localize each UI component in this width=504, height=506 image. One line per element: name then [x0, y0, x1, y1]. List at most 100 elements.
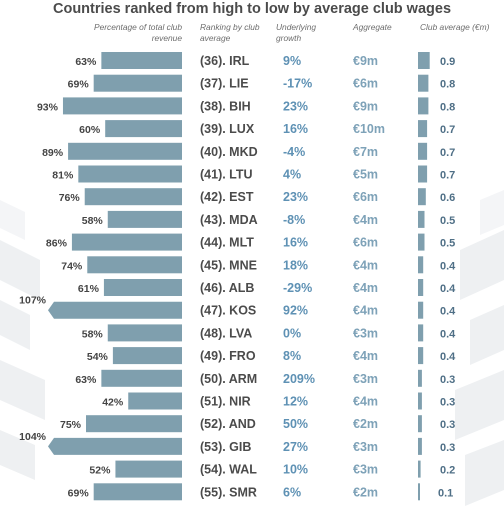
avg-label: 0.4: [440, 351, 456, 363]
pct-label: 93%: [37, 101, 59, 113]
pct-label: 86%: [46, 238, 68, 250]
avg-label: 0.3: [440, 419, 455, 431]
country-rank-label: (45). MNE: [200, 258, 257, 272]
growth-value: 16%: [283, 236, 308, 250]
country-rank-label: (41). LTU: [200, 168, 253, 182]
aggregate-value: €6m: [353, 77, 378, 91]
pct-bar: [101, 369, 182, 387]
avg-bar: [418, 460, 421, 478]
country-rank-label: (44). MLT: [200, 236, 254, 250]
country-rank-label: (54). WAL: [200, 463, 257, 477]
avg-label: 0.3: [440, 374, 455, 386]
growth-value: 12%: [283, 395, 308, 409]
growth-value: 92%: [283, 304, 308, 318]
pct-label: 75%: [60, 419, 82, 431]
growth-value: 8%: [283, 349, 301, 363]
growth-value: 4%: [283, 168, 301, 182]
aggregate-value: €4m: [353, 349, 378, 363]
pct-label: 69%: [68, 79, 90, 91]
country-rank-label: (50). ARM: [200, 372, 257, 386]
header-avg: Club average (€m): [420, 22, 490, 32]
avg-bar: [418, 256, 424, 274]
pct-label: 81%: [52, 170, 74, 182]
pct-bar: [107, 324, 182, 342]
pct-bar: [128, 392, 182, 410]
growth-value: 6%: [283, 485, 301, 499]
aggregate-value: €6m: [353, 190, 378, 204]
pct-label: 58%: [82, 328, 104, 340]
pct-label: 54%: [87, 351, 109, 363]
pct-label: 42%: [102, 397, 124, 409]
avg-label: 0.5: [440, 215, 455, 227]
growth-value: 18%: [283, 258, 308, 272]
avg-bar: [418, 369, 422, 387]
country-rank-label: (37). LIE: [200, 77, 249, 91]
avg-label: 0.2: [440, 465, 455, 477]
pct-label: 74%: [61, 260, 83, 272]
pct-bar: [48, 301, 182, 319]
aggregate-value: €10m: [353, 122, 385, 136]
aggregate-value: €9m: [353, 99, 378, 113]
aggregate-value: €4m: [353, 304, 378, 318]
pct-bar: [93, 483, 182, 501]
avg-label: 0.5: [440, 238, 455, 250]
avg-bar: [418, 165, 428, 183]
pct-label: 61%: [78, 283, 100, 295]
growth-value: 27%: [283, 440, 308, 454]
pct-bar: [93, 74, 182, 92]
country-rank-label: (47). KOS: [200, 304, 256, 318]
country-rank-label: (53). GIB: [200, 440, 251, 454]
avg-bar: [418, 437, 422, 455]
pct-bar: [112, 347, 182, 365]
avg-label: 0.4: [440, 283, 456, 295]
pct-bar: [62, 97, 182, 115]
aggregate-value: €3m: [353, 440, 378, 454]
pct-label: 76%: [59, 192, 81, 204]
avg-label: 0.7: [440, 170, 455, 182]
avg-bar: [418, 347, 424, 365]
country-rank-label: (43). MDA: [200, 213, 258, 227]
aggregate-value: €2m: [353, 485, 378, 499]
pct-label: 58%: [82, 215, 104, 227]
pct-bar: [87, 256, 182, 274]
chart-title: Countries ranked from high to low by ave…: [52, 1, 452, 17]
avg-bar: [418, 324, 424, 342]
growth-value: 9%: [283, 54, 301, 68]
avg-bar: [418, 97, 429, 115]
avg-label: 0.7: [440, 147, 455, 159]
avg-bar: [418, 142, 428, 160]
pct-label: 69%: [68, 487, 90, 499]
avg-label: 0.4: [440, 328, 456, 340]
header-pct: Percentage of total club revenue: [94, 22, 182, 43]
aggregate-value: €4m: [353, 281, 378, 295]
avg-bar: [418, 279, 424, 296]
growth-value: 10%: [283, 463, 308, 477]
avg-bar: [418, 233, 425, 251]
aggregate-value: €4m: [353, 258, 378, 272]
country-rank-label: (52). AND: [200, 417, 256, 431]
avg-label: 0.7: [440, 124, 455, 136]
avg-label: 0.6: [440, 192, 455, 204]
country-rank-label: (46). ALB: [200, 281, 254, 295]
avg-bar: [418, 120, 428, 138]
pct-bar: [107, 210, 182, 228]
pct-label: 60%: [79, 124, 101, 136]
country-rank-label: (49). FRO: [200, 349, 256, 363]
pct-bar: [78, 165, 182, 183]
growth-value: 16%: [283, 122, 308, 136]
pct-bar: [105, 120, 182, 138]
avg-label: 0.9: [440, 56, 455, 68]
pct-bar: [115, 460, 182, 478]
pct-label: 107%: [19, 295, 47, 307]
growth-value: -29%: [283, 281, 312, 295]
avg-label: 0.1: [438, 487, 453, 499]
aggregate-value: €7m: [353, 145, 378, 159]
growth-value: 0%: [283, 326, 301, 340]
growth-value: 209%: [283, 372, 315, 386]
avg-label: 0.4: [440, 260, 456, 272]
aggregate-value: €6m: [353, 236, 378, 250]
aggregate-value: €4m: [353, 395, 378, 409]
country-rank-label: (55). SMR: [200, 485, 257, 499]
pct-label: 63%: [75, 56, 97, 68]
